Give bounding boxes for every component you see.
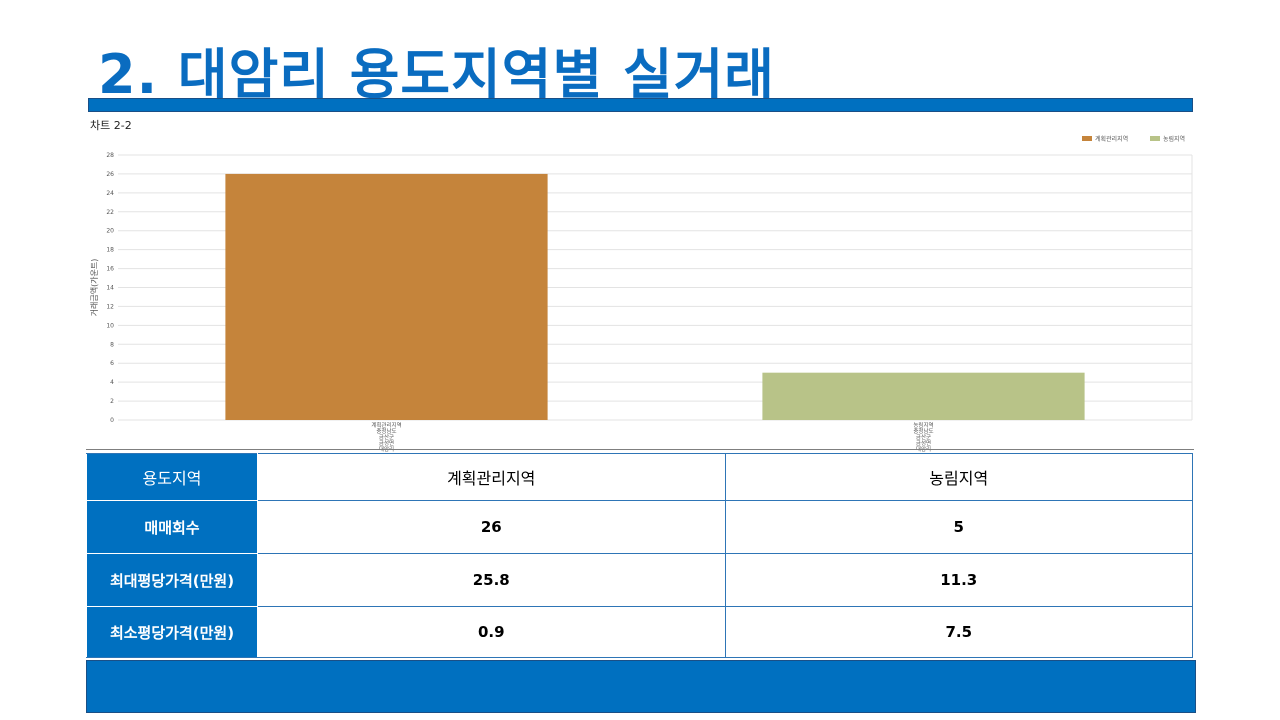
x-tick-label: 금성면 bbox=[379, 439, 394, 447]
table-column-header: 계획관리지역 bbox=[257, 453, 726, 501]
table-row: 최대평당가격(만원) 25.8 11.3 bbox=[86, 553, 1193, 607]
footer-bar bbox=[86, 660, 1196, 713]
y-tick-label: 22 bbox=[106, 209, 114, 216]
x-tick-label: 충청남도 bbox=[376, 427, 396, 435]
bar bbox=[225, 173, 548, 420]
y-tick-label: 2 bbox=[110, 398, 114, 405]
title-underline-bar bbox=[88, 98, 1193, 112]
y-tick-label: 28 bbox=[106, 152, 114, 159]
x-tick-label: 농림지역 bbox=[913, 421, 933, 429]
table-column-header: 농림지역 bbox=[724, 453, 1193, 501]
y-tick-label: 18 bbox=[106, 247, 114, 254]
bar bbox=[762, 372, 1085, 420]
y-tick-label: 20 bbox=[106, 228, 114, 235]
legend-label: 농림지역 bbox=[1163, 135, 1185, 143]
x-tick-label: 대암리 bbox=[916, 445, 931, 452]
y-tick-label: 6 bbox=[110, 360, 114, 367]
y-tick-label: 24 bbox=[106, 190, 114, 197]
table-cell: 7.5 bbox=[724, 606, 1193, 658]
y-tick-label: 4 bbox=[110, 379, 114, 386]
table-row: 매매회수 26 5 bbox=[86, 500, 1193, 554]
y-tick-label: 10 bbox=[106, 322, 114, 329]
legend-label: 계획관리지역 bbox=[1095, 135, 1128, 143]
table-row: 최소평당가격(만원) 0.9 7.5 bbox=[86, 606, 1193, 658]
table-cell: 26 bbox=[257, 500, 726, 554]
y-axis-label: 거래금액(가운트) bbox=[89, 259, 99, 317]
table-cell: 25.8 bbox=[257, 553, 726, 607]
y-tick-label: 0 bbox=[110, 417, 114, 424]
chart-caption: 차트 2-2 bbox=[90, 119, 132, 132]
legend-swatch bbox=[1082, 136, 1092, 141]
table-row-header: 매매회수 bbox=[86, 500, 258, 554]
y-tick-label: 8 bbox=[110, 341, 114, 348]
table-cell: 0.9 bbox=[257, 606, 726, 658]
x-tick-label: 금산군 bbox=[379, 433, 394, 441]
table-row-header: 최소평당가격(만원) bbox=[86, 606, 258, 658]
legend-swatch bbox=[1150, 136, 1160, 141]
chart-divider bbox=[86, 449, 1194, 450]
table-row-header: 용도지역 bbox=[86, 453, 258, 501]
x-tick-label: 금산군 bbox=[916, 433, 931, 441]
summary-table: 용도지역 계획관리지역 농림지역 매매회수 26 5 최대평당가격(만원) 25… bbox=[86, 453, 1193, 658]
x-tick-label: 계획관리지역 bbox=[371, 421, 401, 429]
table-row-header: 최대평당가격(만원) bbox=[86, 553, 258, 607]
x-tick-label: 충청남도 bbox=[913, 427, 933, 435]
x-tick-label: 대암리 bbox=[379, 445, 394, 452]
y-tick-label: 12 bbox=[106, 303, 114, 310]
y-tick-label: 26 bbox=[106, 171, 114, 178]
y-tick-label: 16 bbox=[106, 266, 114, 273]
table-header-row: 용도지역 계획관리지역 농림지역 bbox=[86, 453, 1193, 501]
table-cell: 5 bbox=[724, 500, 1193, 554]
y-tick-label: 14 bbox=[106, 285, 114, 292]
table-cell: 11.3 bbox=[724, 553, 1193, 607]
page-title: 2. 대암리 용도지역별 실거래 bbox=[98, 43, 775, 106]
x-tick-label: 금성면 bbox=[916, 439, 931, 447]
bar-chart: 0246810121416182022242628거래금액(가운트)계획관리지역… bbox=[89, 135, 1193, 452]
